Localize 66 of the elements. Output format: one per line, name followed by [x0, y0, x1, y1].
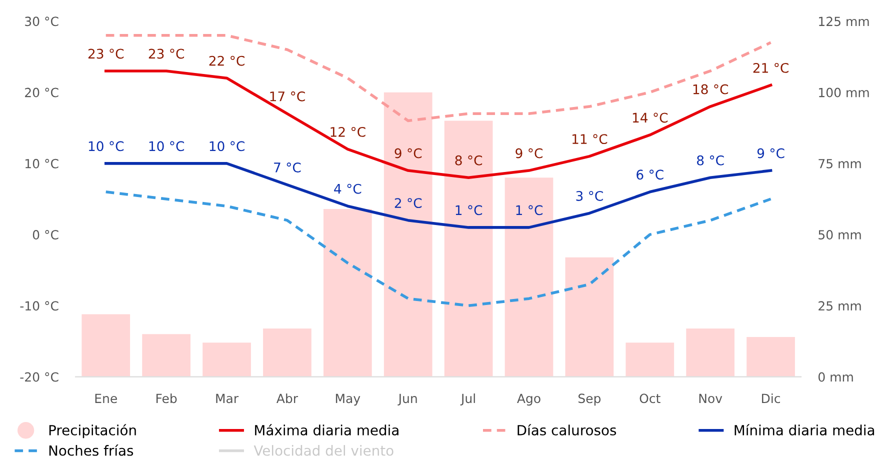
data-label: 23 °C — [88, 48, 124, 59]
bar — [626, 342, 674, 377]
data-label: 2 °C — [394, 198, 422, 208]
bar — [504, 178, 554, 377]
x-tick-label: May — [336, 394, 360, 406]
legend-label: Días calurosos — [518, 424, 616, 436]
data-label: 23 °C — [148, 48, 184, 59]
data-label: 10 °C — [149, 141, 184, 152]
data-label: 18 °C — [693, 84, 728, 94]
bar — [444, 120, 493, 377]
data-label: 12 °C — [330, 126, 366, 137]
bar — [202, 342, 251, 377]
y2-tick-label: 25 mm — [818, 301, 861, 311]
data-label: 1 °C — [456, 205, 482, 216]
x-tick-label: Feb — [156, 393, 177, 404]
data-label: 14 °C — [632, 112, 668, 123]
y-tick-label: 10 °C — [26, 158, 58, 168]
x-tick-label: Oct — [640, 394, 660, 404]
x-tick-label: Dic — [762, 393, 780, 404]
data-label: 4 °C — [334, 184, 362, 194]
data-label: 11 °C — [572, 134, 608, 144]
x-tick-label: Abr — [276, 393, 298, 404]
data-label: 1 °C — [516, 205, 542, 216]
legend-label: Máxima diaria media — [255, 424, 398, 436]
data-label: 9 °C — [516, 148, 542, 158]
legend-label: Noches frías — [49, 444, 134, 456]
bar — [384, 92, 432, 377]
y2-tick-label: 125 mm — [819, 16, 869, 26]
line-series — [104, 34, 772, 122]
data-label: 8 °C — [697, 155, 724, 166]
x-tick-label: Jun — [398, 394, 417, 406]
y-tick-label: 30 °C — [25, 16, 58, 26]
data-label: 21 °C — [753, 62, 788, 73]
data-label: 8 °C — [455, 155, 482, 166]
x-tick-label: Sep — [578, 394, 601, 406]
y2-tick-label: 0 mm — [818, 372, 853, 382]
data-label: 6 °C — [636, 170, 664, 180]
bar — [82, 314, 130, 377]
bar — [323, 208, 372, 377]
bar — [263, 328, 312, 377]
data-label: 9 °C — [757, 148, 784, 158]
data-label: 9 °C — [394, 148, 422, 158]
bar — [142, 334, 190, 377]
legend-label: Precipitación — [49, 424, 136, 438]
bar — [686, 328, 735, 377]
x-tick-label: Ago — [517, 394, 540, 406]
x-tick-label: Mar — [216, 394, 239, 404]
data-label: 10 °C — [88, 141, 124, 152]
y2-tick-label: 50 mm — [818, 230, 861, 240]
y-tick-label: 20 °C — [25, 88, 58, 98]
bar — [565, 257, 614, 377]
y-tick-label: -20 °C — [20, 372, 58, 382]
y2-tick-label: 100 mm — [819, 88, 869, 98]
data-label: 17 °C — [270, 91, 305, 102]
data-label: 7 °C — [274, 162, 301, 172]
x-tick-label: Jul — [460, 393, 475, 406]
y-tick-label: 0 °C — [32, 230, 58, 240]
x-tick-label: Nov — [699, 394, 722, 404]
legend-label: Mínima diaria media — [734, 424, 874, 436]
bar — [746, 336, 795, 377]
data-label: 22 °C — [209, 56, 244, 66]
data-label: 10 °C — [210, 141, 244, 152]
y2-tick-label: 75 mm — [818, 159, 861, 168]
y-tick-label: -10 °C — [20, 301, 58, 311]
x-tick-label: Ene — [95, 394, 117, 404]
data-label: 3 °C — [576, 190, 603, 201]
